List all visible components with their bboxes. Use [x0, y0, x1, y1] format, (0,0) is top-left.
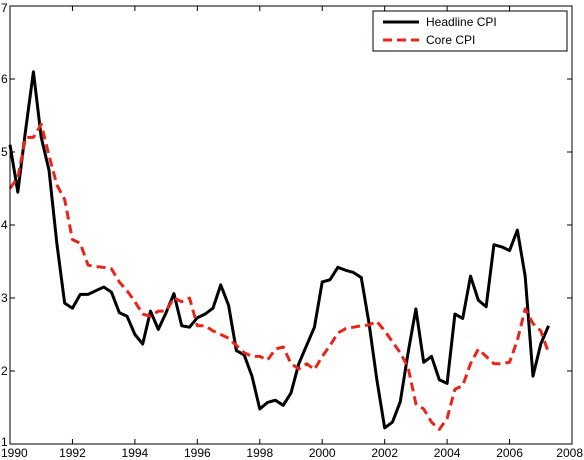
y-tick-label: 1	[1, 435, 8, 449]
x-tick-label: 1998	[246, 446, 273, 460]
x-tick-label: 2002	[371, 446, 398, 460]
y-tick-label: 6	[1, 72, 8, 86]
legend-label: Core CPI	[426, 33, 475, 47]
legend-label: Headline CPI	[426, 15, 497, 29]
y-tick-label: 3	[1, 291, 8, 305]
legend-box	[372, 10, 568, 52]
y-tick-label: 4	[1, 218, 8, 232]
series-line-headline-cpi	[8, 70, 550, 430]
legend: Headline CPI Core CPI	[372, 10, 568, 52]
x-tick-label: 2006	[496, 446, 523, 460]
x-tick-label: 1990	[1, 446, 28, 460]
y-tick-label: 2	[1, 364, 8, 378]
x-tick-label: 1992	[59, 446, 86, 460]
x-tick-label: 2004	[434, 446, 461, 460]
x-tick-label: 2000	[309, 446, 336, 460]
y-tick-label: 7	[1, 1, 8, 15]
plot-area-frame	[9, 5, 573, 445]
y-tick-label: 5	[1, 145, 8, 159]
legend-items: Headline CPI Core CPI	[383, 15, 497, 47]
series-line-core-cpi	[8, 122, 550, 431]
x-tick-label: 2008	[556, 446, 583, 460]
x-tick-label: 1994	[122, 446, 149, 460]
series-layer	[8, 70, 550, 431]
x-tick-label: 1996	[184, 446, 211, 460]
